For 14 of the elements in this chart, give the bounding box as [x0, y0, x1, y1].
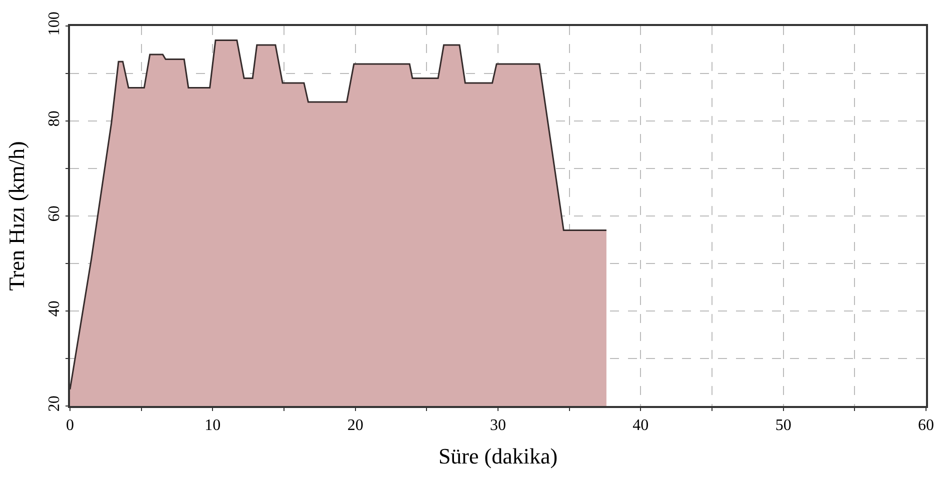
y-tick-label: 100 [46, 12, 63, 36]
x-axis-title: Süre (dakika) [438, 443, 558, 468]
x-tick-label: 10 [204, 416, 221, 434]
y-tick-label: 60 [46, 206, 63, 222]
y-tick-label: 20 [46, 396, 63, 412]
x-tick-label: 60 [918, 416, 934, 434]
y-axis-title: Tren Hızı (km/h) [4, 141, 30, 291]
x-tick-label: 40 [632, 416, 649, 434]
x-tick-label: 20 [347, 416, 364, 434]
x-tick-label: 50 [775, 416, 792, 434]
x-tick-label: 30 [490, 416, 506, 434]
y-tick-label: 40 [46, 300, 63, 317]
y-tick-label: 80 [46, 110, 63, 127]
x-tick-label: 0 [66, 416, 74, 434]
